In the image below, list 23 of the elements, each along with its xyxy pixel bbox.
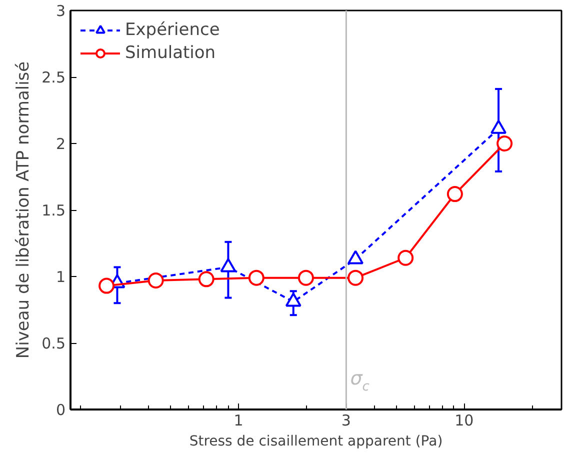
y-tick-label: 2.5 — [42, 68, 66, 86]
x-tick-label: 1 — [234, 412, 244, 430]
y-tick-label: 0.5 — [42, 334, 66, 352]
y-tick-label: 1 — [56, 268, 66, 286]
point — [496, 136, 513, 152]
y-axis-title: Niveau de libération ATP normalisé — [14, 61, 34, 359]
point — [98, 278, 115, 294]
point — [198, 271, 214, 288]
x-tick-label: 10 — [454, 412, 474, 430]
point — [298, 270, 314, 286]
y-tick-label: 2 — [56, 135, 66, 153]
point — [148, 272, 164, 288]
y-tick-label: 0 — [56, 401, 66, 419]
point — [446, 186, 463, 202]
y-tick-label: 3 — [56, 2, 66, 20]
x-tick-label: 3 — [341, 412, 351, 430]
x-axis-title: Stress de cisaillement apparent (Pa) — [189, 434, 443, 450]
point — [248, 270, 264, 286]
point — [348, 270, 364, 286]
legend-label: Expérience — [125, 20, 220, 40]
y-tick-label: 1.5 — [42, 202, 66, 220]
legend-label: Simulation — [125, 43, 216, 63]
point — [398, 250, 414, 266]
